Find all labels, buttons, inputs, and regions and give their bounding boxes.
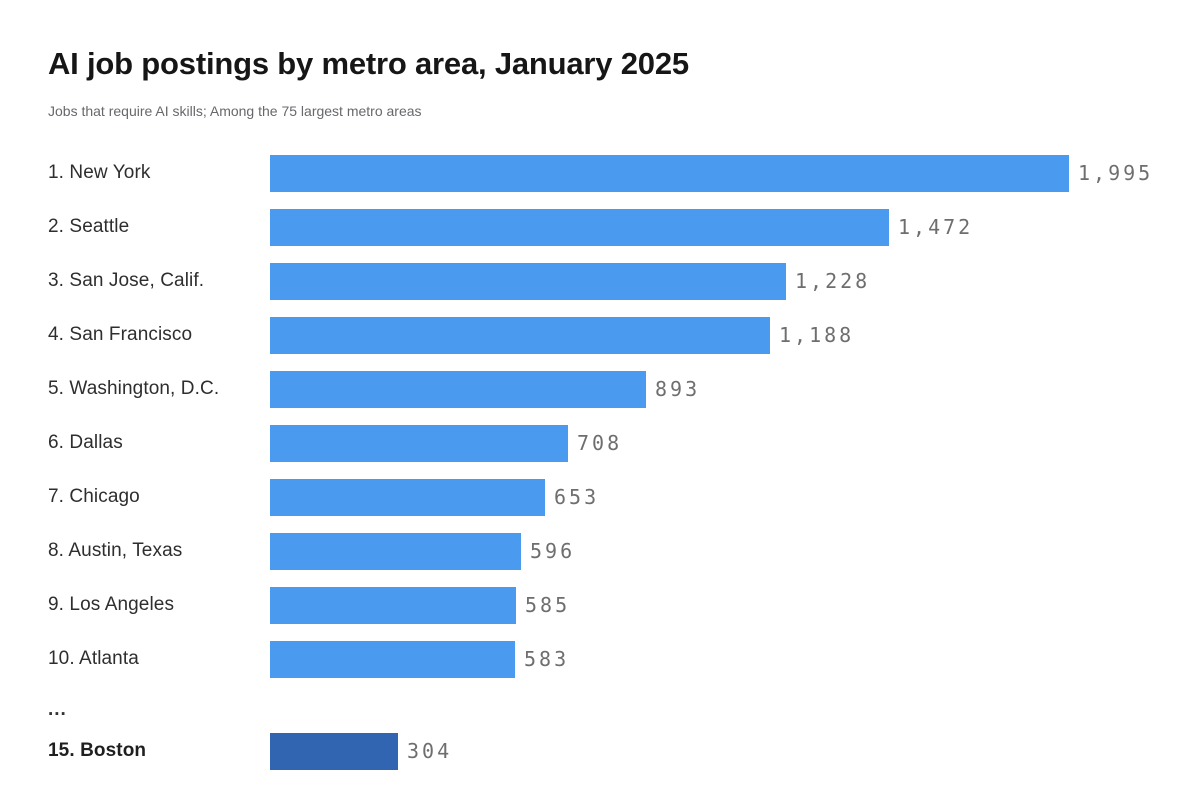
bar-cell: 1,995 [270, 154, 1154, 192]
bar-row: 4. San Francisco 1,188 [48, 316, 1152, 354]
bar-row: 7. Chicago 653 [48, 478, 1152, 516]
bar-row-label: 10. Atlanta [48, 648, 139, 670]
bar-row: 3. San Jose, Calif. 1,228 [48, 262, 1152, 300]
chart-subtitle: Jobs that require AI skills; Among the 7… [48, 103, 422, 120]
bar-row-label: 15. Boston [48, 740, 147, 762]
bar-value-label: 893 [655, 377, 701, 402]
bar [270, 154, 1069, 192]
bar-cell: 585 [270, 586, 1152, 624]
bar [270, 532, 521, 570]
bar-row-label: 4. San Francisco [48, 324, 193, 346]
bar-row: 6. Dallas 708 [48, 424, 1152, 462]
bar [270, 640, 515, 678]
bar-cell: 893 [270, 370, 1152, 408]
bar-row-label: 2. Seattle [48, 216, 130, 238]
bar-value-label: 1,472 [898, 215, 974, 240]
bar-cell: 1,228 [270, 262, 1152, 300]
bar-row-label: 3. San Jose, Calif. [48, 270, 205, 292]
bar-row: 10. Atlanta 583 [48, 640, 1152, 678]
bar-chart: 1. New York 1,995 2. Seattle 1,472 3. Sa… [48, 154, 1154, 770]
bar-row-label: ... [48, 698, 67, 720]
bar-cell: 1,188 [270, 316, 1152, 354]
bar [270, 586, 516, 624]
bar-cell: 596 [270, 532, 1152, 570]
bar [270, 478, 545, 516]
chart-title: AI job postings by metro area, January 2… [48, 46, 689, 81]
bar-cell: 1,472 [270, 208, 1152, 246]
bar-value-label: 304 [407, 739, 453, 764]
bar-row-label: 6. Dallas [48, 432, 123, 454]
bar-value-label: 583 [524, 647, 570, 672]
bar-cell: 708 [270, 424, 1152, 462]
bar-row: 2. Seattle 1,472 [48, 208, 1152, 246]
bar-row-label: 8. Austin, Texas [48, 540, 183, 562]
bar-row: 15. Boston 304 [48, 732, 1152, 770]
bar-value-label: 708 [577, 431, 623, 456]
bar [270, 208, 889, 246]
bar [270, 732, 398, 770]
bar-row: 5. Washington, D.C. 893 [48, 370, 1152, 408]
bar-value-label: 1,995 [1078, 161, 1154, 186]
bar [270, 262, 786, 300]
bar-row: 8. Austin, Texas 596 [48, 532, 1152, 570]
bar [270, 424, 568, 462]
bar [270, 316, 770, 354]
bar-value-label: 1,188 [779, 323, 855, 348]
bar-row: 9. Los Angeles 585 [48, 586, 1152, 624]
bar-cell: 583 [270, 640, 1152, 678]
bar-value-label: 585 [525, 593, 571, 618]
bar-row-label: 9. Los Angeles [48, 594, 175, 616]
bar [270, 370, 646, 408]
bar-row-label: 7. Chicago [48, 486, 140, 508]
bar-value-label: 653 [554, 485, 600, 510]
bar-cell: 653 [270, 478, 1152, 516]
bar-value-label: 596 [530, 539, 576, 564]
bar-row-label: 5. Washington, D.C. [48, 378, 220, 400]
bar-cell: 304 [270, 732, 1152, 770]
bar-row: ... [48, 695, 1152, 725]
bar-row-label: 1. New York [48, 162, 151, 184]
bar-value-label: 1,228 [795, 269, 871, 294]
bar-row: 1. New York 1,995 [48, 154, 1154, 192]
